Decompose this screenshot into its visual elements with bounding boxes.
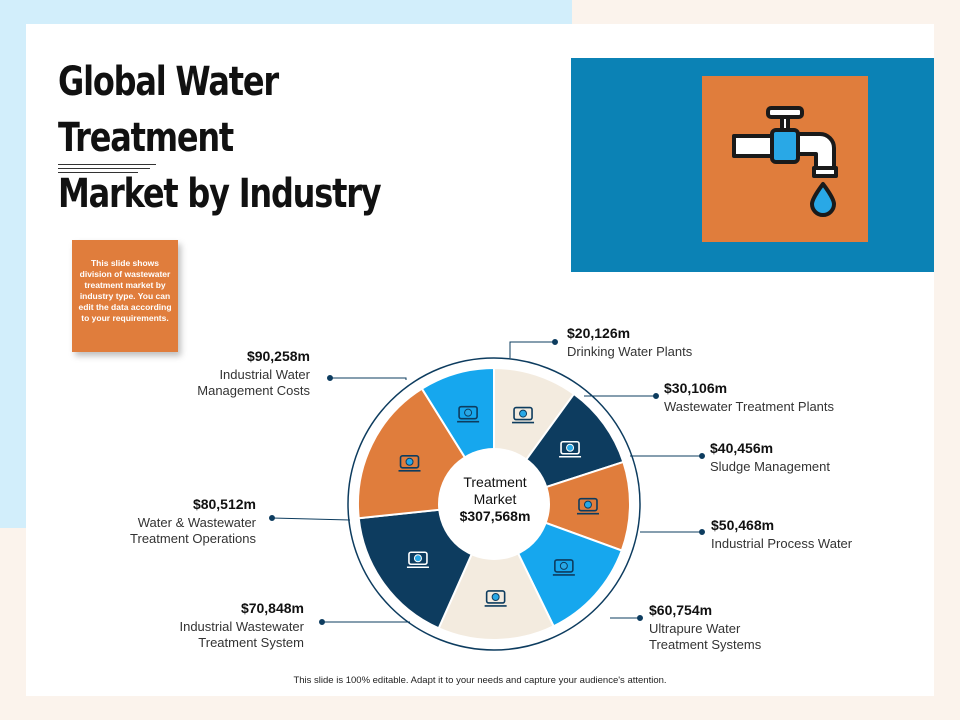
hero-icon-tile	[702, 76, 868, 242]
leader-dot	[653, 393, 659, 399]
center-label-line-1: Treatment	[463, 474, 527, 490]
leader-line	[271, 517, 351, 521]
title-underline	[58, 164, 156, 176]
water-drops-icon	[484, 590, 507, 607]
slice-value: $70,848m	[240, 600, 304, 616]
treatment-system-icon	[406, 551, 429, 569]
slice-name: Wastewater Treatment Plants	[664, 399, 835, 414]
leader-line	[509, 341, 555, 358]
slice-value: $80,512m	[192, 496, 256, 512]
page-title: Global Water Treatment Market by Industr…	[58, 54, 434, 222]
leader-dot	[327, 375, 333, 381]
slice-value: $60,754m	[649, 602, 713, 618]
slice-value: $20,126m	[567, 325, 631, 341]
slice-label-sludge: $40,456m Sludge Management	[710, 440, 830, 475]
slice-label-industrial-wastewater: $70,848m Industrial Wastewater Treatment…	[150, 600, 304, 651]
slice-value: $50,468m	[711, 517, 775, 533]
slice-name: Ultrapure Water Treatment Systems	[649, 621, 762, 652]
title-line-1: Global Water Treatment	[58, 59, 279, 161]
slice-label-ultrapure: $60,754m Ultrapure Water Treatment Syste…	[649, 602, 799, 653]
slice-label-management-costs: $90,258m Industrial Water Management Cos…	[176, 348, 310, 399]
slice-label-operations: $80,512m Water & Wastewater Treatment Op…	[96, 496, 256, 547]
slice-name: Industrial Wastewater Treatment System	[179, 619, 304, 650]
slice-name: Water & Wastewater Treatment Operations	[130, 515, 256, 546]
slice-name: Industrial Process Water	[711, 536, 853, 551]
sludge-monitor-icon	[576, 497, 599, 515]
slice-name: Sludge Management	[710, 459, 830, 474]
center-label-total: $307,568m	[459, 508, 531, 524]
leader-dot	[637, 615, 643, 621]
factory-icon	[552, 559, 575, 576]
leader-dot	[699, 529, 705, 535]
hero-panel	[571, 58, 934, 272]
slice-value: $90,258m	[246, 348, 310, 364]
slice-label-wastewater-plants: $30,106m Wastewater Treatment Plants	[664, 380, 834, 415]
slice-name: Industrial Water Management Costs	[197, 367, 310, 398]
slice-value: $40,456m	[710, 440, 774, 456]
leader-dot	[552, 339, 558, 345]
leader-line	[330, 377, 407, 380]
bottle-icon	[512, 406, 535, 424]
money-hand-icon	[457, 405, 480, 423]
footer-note: This slide is 100% editable. Adapt it to…	[293, 675, 667, 686]
slice-label-process-water: $50,468m Industrial Process Water	[711, 517, 852, 552]
slice-name: Drinking Water Plants	[567, 344, 693, 359]
leader-dot	[699, 453, 705, 459]
leader-dot	[319, 619, 325, 625]
wastewater-plant-icon	[559, 440, 582, 458]
faucet-water-drop-icon	[732, 106, 838, 217]
description-note: This slide shows division of wastewater …	[72, 240, 178, 352]
leader-dot	[269, 515, 275, 521]
center-label-line-2: Market	[473, 491, 517, 507]
chart-center-hole	[438, 448, 550, 560]
title-line-2: Market by Industry	[58, 171, 382, 217]
slice-value: $30,106m	[664, 380, 728, 396]
chart-center-label: Treatment Market $307,568m	[440, 474, 550, 525]
slice-label-drinking-water: $20,126m Drinking Water Plants	[567, 325, 692, 360]
pipe-valve-icon	[398, 454, 421, 472]
